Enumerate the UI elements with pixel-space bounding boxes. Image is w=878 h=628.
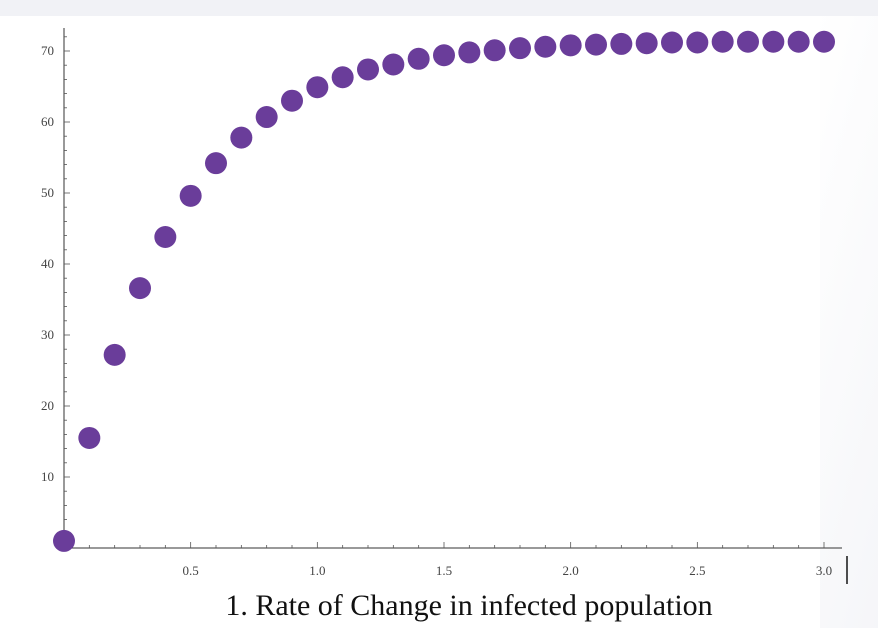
- background-shade: [820, 0, 878, 628]
- data-point: [103, 343, 126, 366]
- data-point: [331, 66, 354, 89]
- data-point: [534, 35, 557, 58]
- data-point: [205, 152, 227, 175]
- data-point: [711, 30, 734, 53]
- data-point: [787, 30, 810, 53]
- data-point: [483, 39, 506, 62]
- data-point: [306, 76, 329, 99]
- x-tick-label: 3.0: [816, 563, 832, 578]
- data-point: [129, 277, 151, 300]
- data-point: [559, 34, 582, 57]
- data-point: [53, 529, 75, 552]
- data-point: [255, 106, 278, 129]
- data-point: [154, 226, 177, 249]
- data-point: [458, 41, 481, 64]
- data-point: [78, 426, 101, 449]
- data-points: [53, 30, 835, 552]
- data-point: [509, 37, 531, 60]
- x-tick-label: 2.0: [563, 563, 579, 578]
- data-point: [230, 126, 253, 149]
- data-point: [433, 44, 455, 67]
- x-tick-label: 0.5: [183, 563, 199, 578]
- data-point: [661, 31, 683, 54]
- data-point: [407, 47, 430, 70]
- data-point: [585, 33, 607, 56]
- data-point: [686, 31, 709, 54]
- x-tick-label: 2.5: [689, 563, 705, 578]
- data-point: [610, 32, 633, 55]
- data-point: [813, 30, 835, 53]
- data-point: [281, 89, 303, 112]
- y-tick-label: 70: [41, 43, 54, 58]
- y-tick-label: 60: [41, 114, 54, 129]
- data-point: [382, 53, 405, 76]
- y-tick-label: 30: [41, 327, 54, 342]
- x-tick-label: 1.0: [309, 563, 325, 578]
- background-band: [0, 0, 878, 16]
- y-tick-label: 10: [41, 469, 54, 484]
- data-point: [357, 58, 379, 81]
- ticks: 10 20 30 40 50 60 70 0.5 1.0 1.5 2.0 2.5 3.0: [41, 36, 832, 578]
- data-point: [179, 184, 202, 207]
- y-tick-label: 20: [41, 398, 54, 413]
- data-point: [762, 30, 785, 53]
- axes: [63, 28, 848, 584]
- y-tick-label: 40: [41, 256, 54, 271]
- data-point: [737, 30, 759, 53]
- y-tick-label: 50: [41, 185, 54, 200]
- x-tick-label: 1.5: [436, 563, 452, 578]
- chart-caption: 1. Rate of Change in infected population: [225, 589, 713, 622]
- data-point: [635, 32, 658, 55]
